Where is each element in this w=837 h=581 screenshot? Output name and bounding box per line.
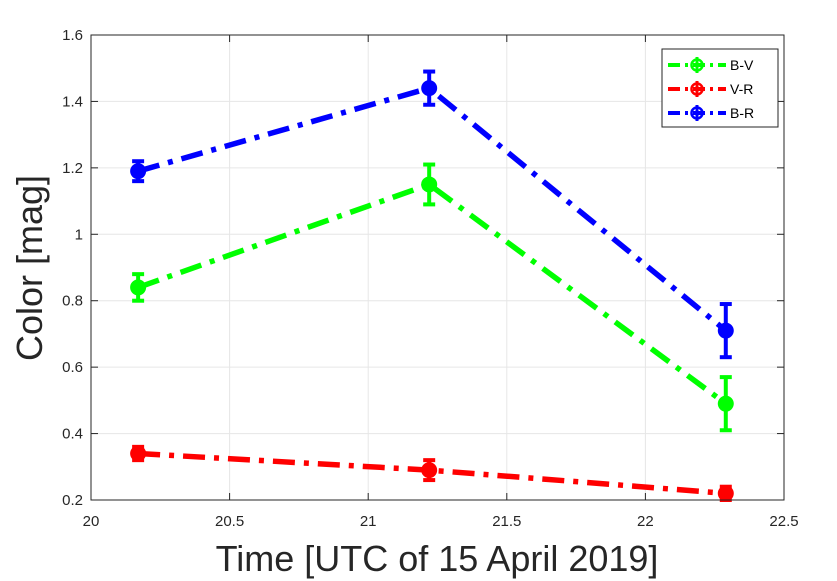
data-point-b-v — [421, 176, 438, 193]
data-point-v-r — [421, 462, 438, 479]
legend-label-v-r: V-R — [730, 81, 753, 97]
y-tick-label: 1.2 — [62, 160, 83, 177]
x-tick-label: 20 — [83, 513, 100, 530]
y-tick-label: 0.4 — [62, 426, 83, 443]
y-tick-label: 0.2 — [62, 492, 83, 509]
x-tick-label: 21 — [360, 513, 377, 530]
series-b-v — [130, 162, 734, 433]
data-point-b-r — [717, 322, 734, 339]
y-axis-title: Color [mag] — [9, 175, 50, 361]
series-b-r — [130, 69, 734, 360]
data-point-b-v — [717, 395, 734, 412]
data-point-v-r — [130, 445, 147, 462]
data-point-b-r — [130, 163, 147, 180]
legend: B-V V-R B-R — [661, 48, 779, 128]
y-tick-label: 1.6 — [62, 27, 83, 44]
legend-label-b-v: B-V — [730, 57, 754, 73]
legend-marker-v-r — [690, 82, 704, 96]
y-tick-label: 0.8 — [62, 293, 83, 310]
plot-frame — [90, 34, 785, 501]
x-tick-label: 22 — [637, 513, 654, 530]
y-tick-label: 1.4 — [62, 93, 83, 110]
series-v-r — [130, 444, 734, 502]
y-tick-label: 0.6 — [62, 359, 83, 376]
legend-label-b-r: B-R — [730, 105, 754, 121]
data-point-b-v — [130, 279, 147, 296]
x-tick-label: 21.5 — [492, 513, 521, 530]
legend-marker-b-v — [690, 58, 704, 72]
series-line-b-v — [137, 181, 728, 406]
x-tick-label: 22.5 — [769, 513, 798, 530]
data-point-v-r — [717, 485, 734, 502]
x-axis-title: Time [UTC of 15 April 2019] — [216, 538, 659, 579]
data-point-b-r — [421, 80, 438, 97]
series-layer — [130, 69, 734, 502]
x-axis: 20 20.5 21 21.5 22 22.5 — [83, 35, 799, 530]
x-tick-label: 20.5 — [215, 513, 244, 530]
y-tick-label: 1 — [75, 226, 83, 243]
legend-marker-b-r — [690, 106, 704, 120]
